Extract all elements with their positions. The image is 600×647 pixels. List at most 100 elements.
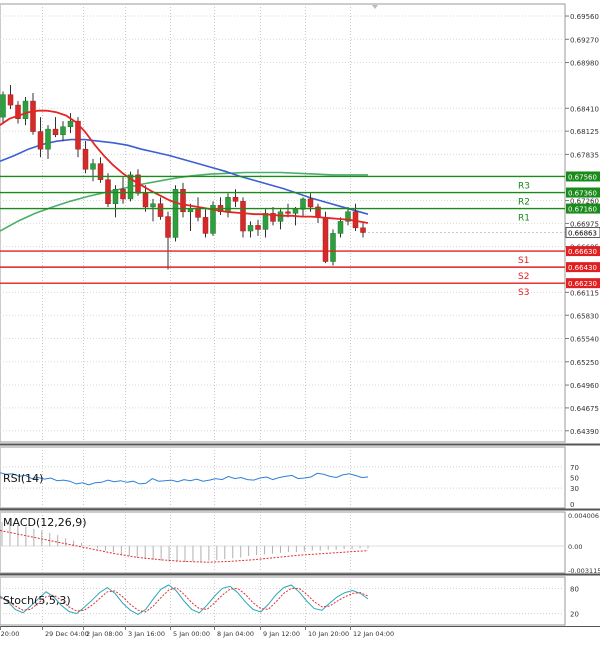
candle	[112, 189, 119, 204]
price-tick-label: 0.65830	[570, 312, 599, 320]
candle	[7, 94, 14, 106]
moving-average-blue	[0, 138, 369, 215]
x-axis-label: 29 Dec 04:00	[45, 630, 89, 638]
x-axis-label: 9 Jan 12:00	[263, 630, 300, 638]
level-label-s1: S1	[518, 256, 529, 266]
pane-stoch	[0, 576, 566, 626]
candle	[262, 213, 269, 230]
scroll-marker-icon	[372, 5, 378, 9]
price-tick-label: 0.66975	[570, 220, 599, 228]
price-tick-label: 0.64675	[570, 405, 599, 413]
rsi-tick-label: 30	[570, 485, 579, 493]
candle	[120, 189, 126, 200]
candle	[292, 209, 299, 214]
candle	[307, 198, 314, 208]
candle	[75, 120, 81, 150]
level-label-r1: R1	[518, 214, 530, 224]
stoch-tick-label: 80	[570, 585, 579, 593]
macd-tick-label: -0.003115	[568, 567, 600, 575]
macd-label: MACD(12,26,9)	[3, 516, 87, 529]
candle	[330, 233, 336, 262]
price-tick-label: 0.65250	[570, 359, 599, 367]
stoch-d-line	[0, 587, 369, 613]
candle	[172, 189, 179, 238]
candle	[60, 126, 66, 136]
level-tag-r1	[566, 203, 600, 214]
level-tag-text: 0.67360	[568, 190, 597, 198]
level-tag-text: 0.67560	[568, 173, 597, 181]
price-tick-label: 0.68980	[570, 60, 599, 68]
candle	[360, 227, 366, 233]
candle	[195, 208, 201, 218]
macd-tick-label: 0.004006	[568, 512, 599, 520]
candle	[15, 104, 21, 119]
price-tick-label: 0.67260	[570, 198, 599, 206]
candle	[255, 225, 261, 230]
candle	[232, 197, 239, 202]
candle	[30, 100, 36, 132]
price-tick-label: 0.69560	[570, 13, 599, 21]
price-tick-label: 0.64390	[570, 428, 599, 436]
rsi-line	[0, 472, 369, 486]
level-tag-r2	[566, 187, 600, 198]
candle	[67, 120, 74, 127]
stoch-label: Stoch(5,5,3)	[3, 594, 71, 607]
candle	[45, 128, 51, 150]
candle	[225, 197, 231, 213]
candle	[210, 205, 216, 234]
candle	[345, 211, 351, 222]
level-tag-s1	[566, 246, 600, 257]
x-axis-label: 12 Jan 04:00	[353, 630, 394, 638]
macd-tick-label: 0.00	[568, 543, 582, 551]
current-price-text: 0.66863	[568, 229, 597, 237]
level-label-s2: S2	[518, 272, 529, 282]
candle	[105, 179, 111, 204]
level-tag-s2	[566, 262, 600, 273]
price-tick-label: 0.65540	[570, 336, 599, 344]
candle	[247, 225, 254, 232]
level-tag-text: 0.66430	[568, 264, 597, 272]
price-tick-label: 0.69270	[570, 36, 599, 44]
x-axis-label: 10 Jan 20:00	[308, 630, 349, 638]
candle	[0, 94, 6, 118]
level-tag-s3	[566, 278, 600, 289]
candle	[270, 213, 276, 222]
current-price-tag	[565, 226, 600, 238]
candle	[157, 203, 164, 217]
candle	[285, 211, 291, 214]
level-label-s3: S3	[518, 288, 529, 298]
x-axis-label: 8 Jan 04:00	[217, 630, 254, 638]
candle	[240, 201, 246, 232]
candle	[180, 189, 186, 213]
macd-signal-line	[0, 530, 369, 563]
rsi-tick-label: 50	[570, 475, 579, 483]
x-axis-label: 2 Jan 08:00	[86, 630, 123, 638]
price-tick-label: 0.66115	[570, 289, 599, 297]
price-tick-label: 0.68125	[570, 128, 599, 136]
rsi-tick-label: 70	[570, 464, 579, 472]
candle	[127, 174, 134, 200]
candle	[322, 217, 329, 262]
level-tag-r3	[566, 171, 600, 182]
candle	[337, 221, 344, 234]
candle	[82, 148, 89, 170]
price-tick-label: 0.67835	[570, 151, 599, 159]
rsi-label: RSI(14)	[3, 472, 43, 485]
candle	[202, 217, 209, 234]
candle	[37, 131, 44, 150]
price-tick-label: 0.68410	[570, 105, 599, 113]
moving-average-red	[0, 109, 369, 224]
candle	[165, 216, 171, 238]
stoch-tick-label: 20	[570, 611, 579, 619]
candle	[150, 203, 156, 208]
pane-macd	[0, 511, 566, 574]
rsi-tick-label: 0	[570, 501, 574, 509]
level-tag-text: 0.67160	[568, 206, 597, 214]
x-axis-label: 5 Jan 00:00	[173, 630, 210, 638]
stoch-k-line	[0, 584, 369, 615]
pane-rsi	[0, 446, 566, 509]
level-tag-text: 0.66630	[568, 248, 597, 256]
level-tag-text: 0.66230	[568, 280, 597, 288]
